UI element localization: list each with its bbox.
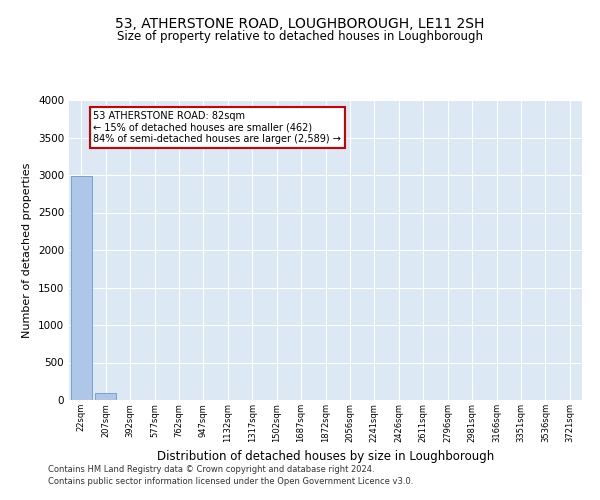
Text: 53 ATHERSTONE ROAD: 82sqm
← 15% of detached houses are smaller (462)
84% of semi: 53 ATHERSTONE ROAD: 82sqm ← 15% of detac… bbox=[94, 112, 341, 144]
Text: Contains HM Land Registry data © Crown copyright and database right 2024.: Contains HM Land Registry data © Crown c… bbox=[48, 465, 374, 474]
Y-axis label: Number of detached properties: Number of detached properties bbox=[22, 162, 32, 338]
Bar bbox=[95, 392, 116, 400]
Bar bbox=[71, 176, 92, 400]
Text: Size of property relative to detached houses in Loughborough: Size of property relative to detached ho… bbox=[117, 30, 483, 43]
X-axis label: Distribution of detached houses by size in Loughborough: Distribution of detached houses by size … bbox=[157, 450, 494, 464]
Text: Contains public sector information licensed under the Open Government Licence v3: Contains public sector information licen… bbox=[48, 477, 413, 486]
Text: 53, ATHERSTONE ROAD, LOUGHBOROUGH, LE11 2SH: 53, ATHERSTONE ROAD, LOUGHBOROUGH, LE11 … bbox=[115, 18, 485, 32]
